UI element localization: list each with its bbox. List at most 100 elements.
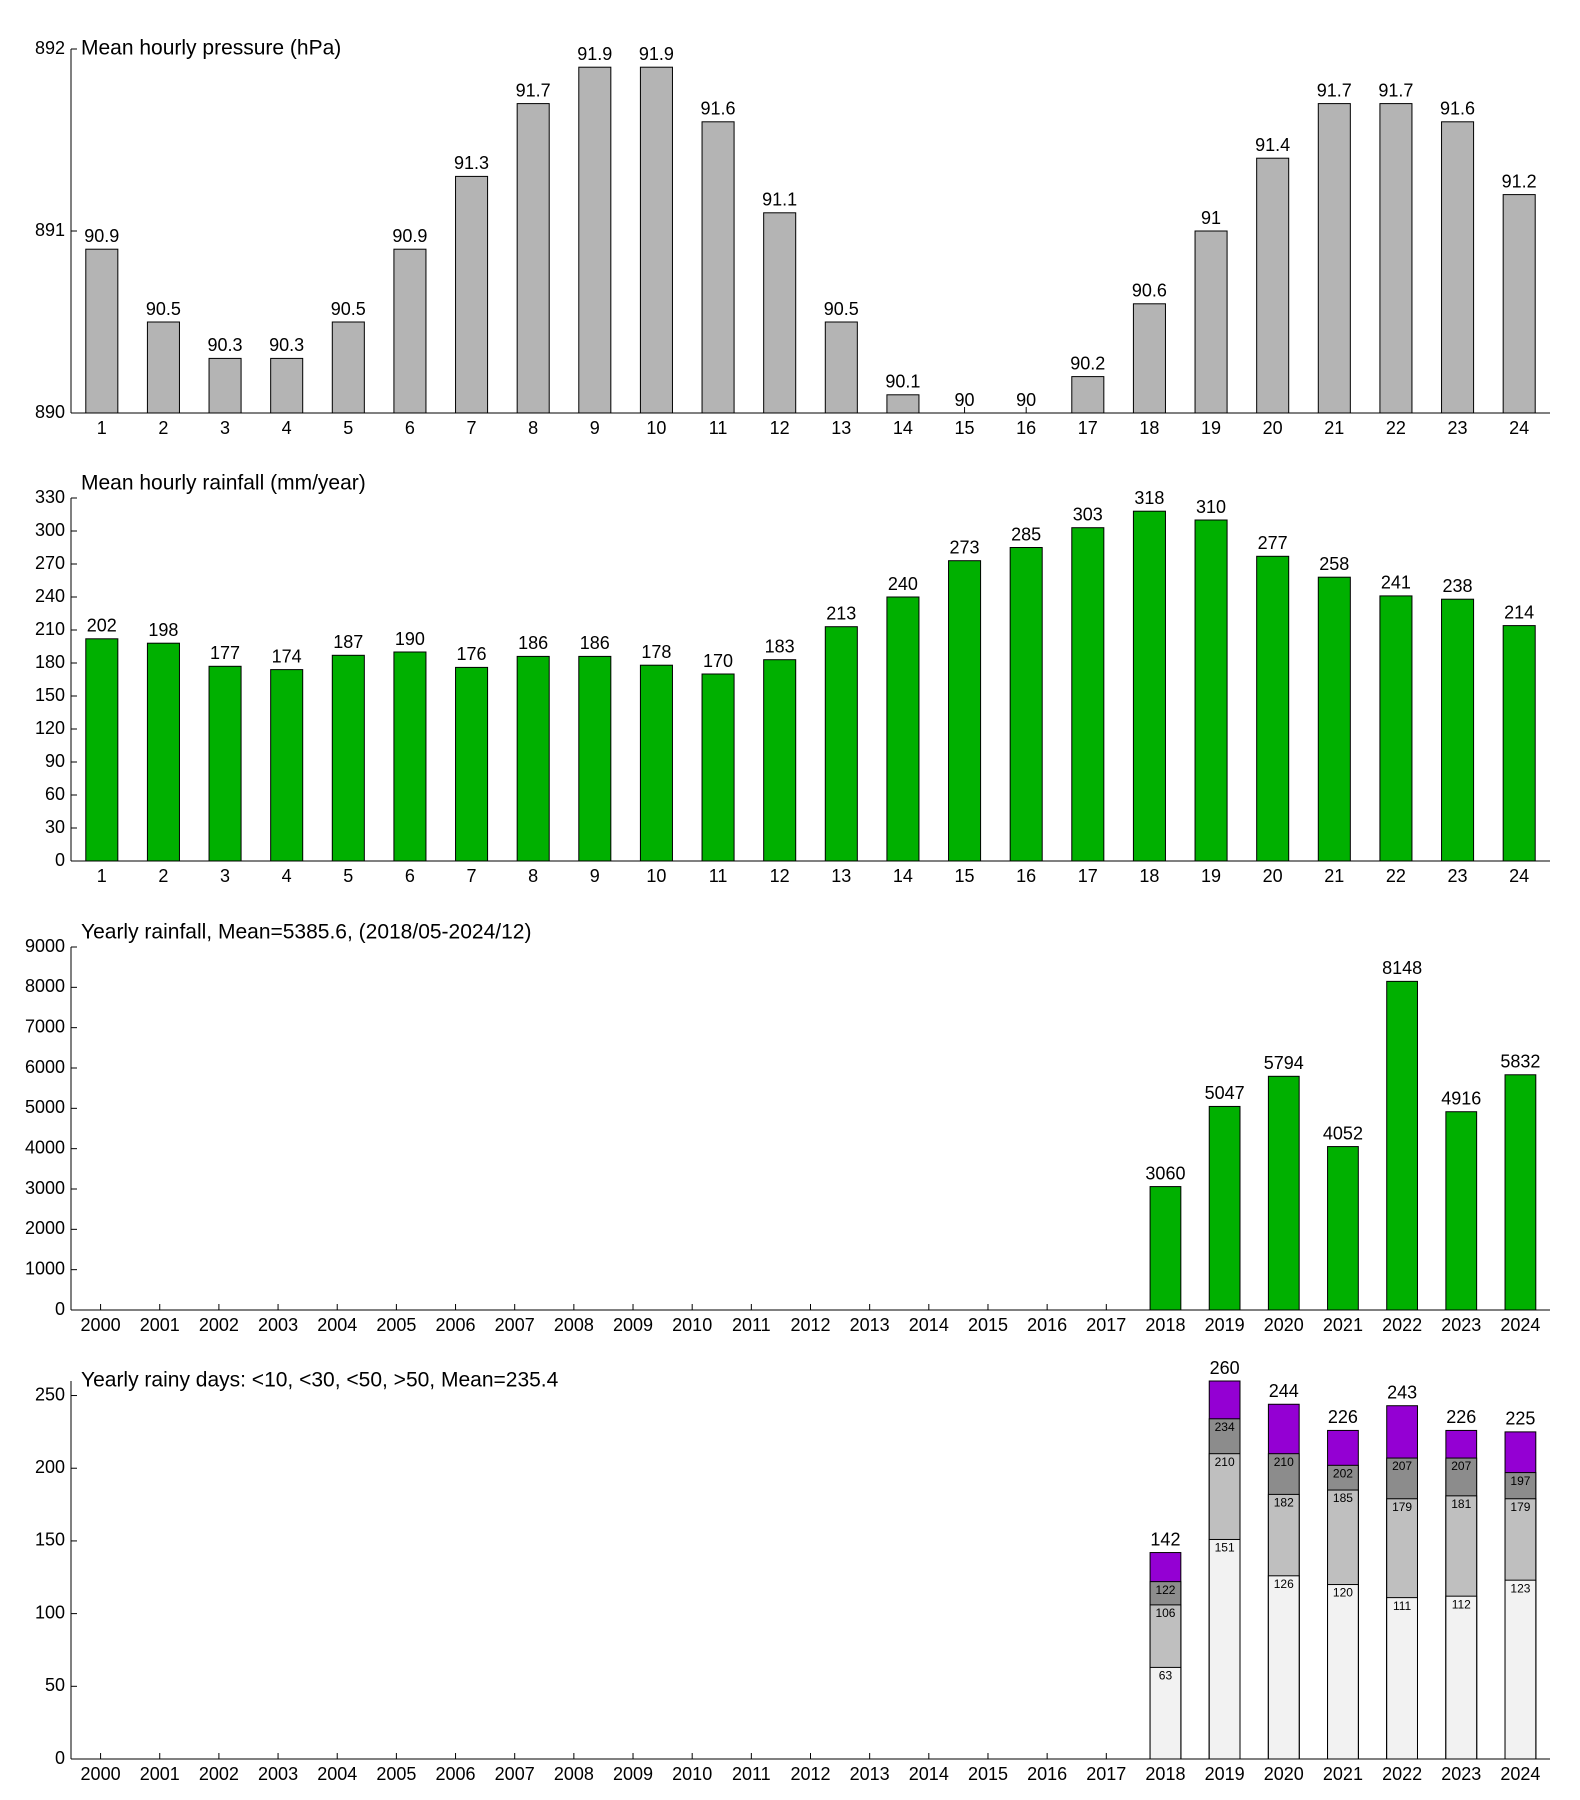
x-tick-label: 2020 — [1264, 1764, 1304, 1784]
data-label: 183 — [765, 636, 795, 656]
total-label: 243 — [1387, 1382, 1417, 1402]
x-tick-label: 2015 — [968, 1315, 1008, 1335]
data-label: 91.4 — [1255, 135, 1290, 155]
x-tick-label: 2017 — [1086, 1315, 1126, 1335]
y-tick-label: 300 — [35, 520, 65, 540]
x-tick-label: 20 — [1263, 418, 1283, 438]
bar — [455, 175, 489, 414]
x-tick-label: 24 — [1509, 418, 1529, 438]
x-tick-label: 8 — [528, 866, 538, 886]
bar-segment — [1504, 1579, 1537, 1760]
data-label: 90.9 — [392, 226, 427, 246]
x-tick-label: 2019 — [1205, 1315, 1245, 1335]
data-label: 90.1 — [885, 372, 920, 392]
bar — [1208, 1105, 1241, 1311]
data-label: 202 — [87, 616, 117, 636]
y-tick-label: 50 — [45, 1675, 65, 1695]
x-tick-label: 19 — [1201, 418, 1221, 438]
segment-label: 234 — [1215, 1420, 1235, 1434]
x-tick-label: 2010 — [672, 1315, 712, 1335]
data-label: 3060 — [1145, 1163, 1185, 1183]
x-tick-label: 2016 — [1027, 1764, 1067, 1784]
y-tick-label: 200 — [35, 1457, 65, 1477]
bar — [208, 665, 242, 862]
x-tick-label: 2024 — [1500, 1315, 1540, 1335]
data-label: 90.5 — [824, 299, 859, 319]
x-tick-label: 23 — [1448, 866, 1468, 886]
data-label: 303 — [1073, 504, 1103, 524]
segment-label: 179 — [1510, 1500, 1530, 1514]
segment-label: 111 — [1393, 1599, 1412, 1613]
x-tick-label: 21 — [1324, 866, 1344, 886]
y-tick-label: 892 — [35, 38, 65, 58]
x-tick-label: 2002 — [199, 1764, 239, 1784]
total-label: 260 — [1210, 1358, 1240, 1378]
x-tick-label: 2004 — [317, 1764, 357, 1784]
x-tick-label: 5 — [343, 418, 353, 438]
total-label: 142 — [1150, 1529, 1180, 1549]
segment-label: 122 — [1155, 1583, 1175, 1597]
data-label: 214 — [1504, 602, 1534, 622]
bar — [208, 357, 242, 414]
bar — [948, 560, 982, 862]
data-label: 285 — [1011, 524, 1041, 544]
bar — [1327, 1146, 1359, 1311]
y-tick-label: 890 — [35, 402, 65, 422]
segment-label: 202 — [1333, 1466, 1353, 1480]
data-label: 5832 — [1500, 1052, 1540, 1072]
x-tick-label: 21 — [1324, 418, 1344, 438]
x-tick-label: 9 — [590, 418, 600, 438]
bar — [1267, 1075, 1300, 1311]
bar — [1071, 376, 1105, 414]
x-tick-label: 2008 — [554, 1315, 594, 1335]
x-tick-label: 2009 — [613, 1315, 653, 1335]
x-tick-label: 2006 — [436, 1764, 476, 1784]
bar — [701, 121, 735, 414]
y-tick-label: 330 — [35, 487, 65, 507]
y-tick-label: 9000 — [25, 936, 65, 956]
y-tick-label: 0 — [55, 1748, 65, 1768]
x-tick-label: 2018 — [1145, 1764, 1185, 1784]
chart-title: Mean hourly pressure (hPa) — [81, 37, 341, 60]
x-tick-label: 4 — [282, 418, 292, 438]
x-tick-label: 2022 — [1382, 1315, 1422, 1335]
segment-label: 63 — [1159, 1669, 1173, 1683]
y-tick-label: 60 — [45, 784, 65, 804]
data-label: 241 — [1381, 573, 1411, 593]
bar — [824, 626, 858, 862]
data-label: 258 — [1319, 554, 1349, 574]
bar — [1441, 598, 1475, 862]
data-label: 90.3 — [269, 335, 304, 355]
bar-segment — [1327, 1584, 1359, 1760]
x-tick-label: 12 — [770, 418, 790, 438]
y-tick-label: 3000 — [25, 1178, 65, 1198]
y-tick-label: 8000 — [25, 976, 65, 996]
data-label: 186 — [580, 633, 610, 653]
x-tick-label: 2020 — [1264, 1315, 1304, 1335]
data-label: 178 — [641, 642, 671, 662]
chart-title: Mean hourly rainfall (mm/year) — [81, 472, 366, 495]
x-tick-label: 2007 — [495, 1764, 535, 1784]
bar-segment — [1445, 1595, 1478, 1760]
x-tick-label: 2016 — [1027, 1315, 1067, 1335]
segment-label: 182 — [1274, 1496, 1294, 1510]
data-label: 90.5 — [146, 299, 181, 319]
y-tick-label: 4000 — [25, 1137, 65, 1157]
x-tick-label: 19 — [1201, 866, 1221, 886]
x-tick-label: 4 — [282, 866, 292, 886]
bar — [886, 394, 920, 414]
bar — [516, 655, 550, 862]
segment-label: 106 — [1155, 1606, 1175, 1620]
x-tick-label: 2005 — [376, 1315, 416, 1335]
data-label: 174 — [272, 646, 302, 666]
segment-label: 181 — [1451, 1497, 1471, 1511]
bar — [393, 248, 427, 414]
x-tick-label: 23 — [1448, 418, 1468, 438]
bar — [763, 212, 797, 414]
y-tick-label: 0 — [55, 1299, 65, 1319]
segment-label: 112 — [1452, 1597, 1471, 1611]
data-label: 4052 — [1323, 1123, 1363, 1143]
data-label: 176 — [457, 644, 487, 664]
